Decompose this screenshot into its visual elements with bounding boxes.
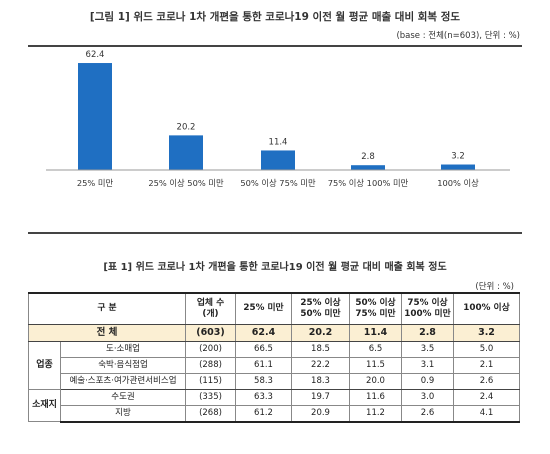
row-value: 2.1	[453, 356, 520, 374]
row-value: 2.6	[401, 404, 454, 423]
row-count: (288)	[185, 356, 236, 374]
row-label: 예술·스포츠·여가관련서비스업	[60, 372, 186, 390]
bar-value-label: 20.2	[177, 122, 196, 132]
bar-value-label: 11.4	[269, 137, 288, 147]
figure-top-rule	[28, 45, 522, 47]
row-value: 4.1	[453, 404, 520, 423]
header-category: 구 분	[28, 292, 186, 325]
header-50to75: 50% 이상 75% 미만	[349, 292, 402, 325]
bar-value-label: 62.4	[86, 50, 105, 60]
x-tick-label: 75% 이상 100% 미만	[328, 178, 409, 188]
table-row: 업종 도·소매업 (200) 66.5 18.5 6.5 3.5 5.0	[28, 340, 520, 390]
row-label: 숙박·음식점업	[60, 356, 186, 374]
row-value: 6.5	[349, 340, 402, 358]
bar-value-label: 2.8	[361, 152, 375, 162]
x-tick-label: 25% 미만	[77, 178, 114, 188]
total-value: 3.2	[453, 323, 520, 342]
table-title: [표 1] 위드 코로나 1차 개편을 통한 코로나19 이전 월 평균 대비 …	[103, 262, 447, 273]
bar-chart: 62.4 25% 미만 20.2 25% 이상 50% 미만 11.4 50% 이상 75…	[46, 50, 510, 188]
table-row: 숙박·음식점업 (288) 61.1 22.2 11.5 3.1 2.1	[29, 356, 520, 374]
header-over100: 100% 이상	[453, 292, 520, 325]
bar	[78, 63, 112, 170]
row-value: 18.3	[291, 372, 350, 390]
row-value: 22.2	[291, 356, 350, 374]
x-tick-label: 100% 이상	[437, 178, 479, 188]
bar-value-label: 3.2	[451, 152, 465, 162]
row-count: (268)	[185, 404, 236, 423]
row-value: 3.1	[401, 356, 454, 374]
row-value: 2.4	[453, 388, 520, 406]
bar	[169, 135, 203, 170]
table-row: 소재지 수도권 (335) 63.3 19.7 11.6 3.0 2.4	[28, 388, 520, 422]
row-value: 18.5	[291, 340, 350, 358]
x-tick-label: 25% 이상 50% 미만	[148, 178, 224, 188]
row-value: 0.9	[401, 372, 454, 390]
header-count: 업체 수 (개)	[185, 292, 236, 325]
x-tick-label: 50% 이상 75% 미만	[240, 178, 316, 188]
bar-group: 62.4 25% 미만 20.2 25% 이상 50% 미만 11.4 50% 이상 75…	[77, 50, 479, 188]
row-count: (335)	[185, 388, 236, 406]
header-under25: 25% 미만	[235, 292, 292, 325]
row-count: (115)	[185, 372, 236, 390]
figure-bottom-rule	[28, 232, 522, 234]
bar	[351, 165, 385, 170]
header-75to100: 75% 이상 100% 미만	[401, 292, 454, 325]
header-25to50: 25% 이상 50% 미만	[291, 292, 350, 325]
row-value: 20.9	[291, 404, 350, 423]
figure-base-note: (base : 전체(n=603), 단위 : %)	[396, 31, 520, 41]
row-value: 20.0	[349, 372, 402, 390]
total-value: 2.8	[401, 323, 454, 342]
row-value: 61.2	[235, 404, 292, 423]
row-value: 3.5	[401, 340, 454, 358]
group-label-industry: 업종	[28, 340, 61, 390]
row-value: 61.1	[235, 356, 292, 374]
row-value: 5.0	[453, 340, 520, 358]
total-value: 11.4	[349, 323, 402, 342]
recovery-table: 구 분 업체 수 (개) 25% 미만 25% 이상 50% 미만 50% 이상 75…	[28, 292, 520, 423]
table-unit-note: (단위 : %)	[475, 282, 514, 292]
group-label-region: 소재지	[28, 388, 61, 422]
figure-title: [그림 1] 위드 코로나 1차 개편을 통한 코로나19 이전 월 평균 매출…	[89, 11, 461, 23]
row-value: 3.0	[401, 388, 454, 406]
row-label: 수도권	[60, 388, 186, 406]
table-header-row: 구 분 업체 수 (개) 25% 미만 25% 이상 50% 미만 50% 이상 75…	[28, 292, 520, 325]
bar	[441, 164, 475, 170]
row-value: 63.3	[235, 388, 292, 406]
total-value: 20.2	[291, 323, 350, 342]
row-value: 58.3	[235, 372, 292, 390]
row-value: 11.6	[349, 388, 402, 406]
bar	[261, 150, 295, 170]
row-value: 11.2	[349, 404, 402, 423]
row-value: 2.6	[453, 372, 520, 390]
total-label: 전 체	[28, 323, 186, 342]
table-row: 예술·스포츠·여가관련서비스업 (115) 58.3 18.3 20.0 0.9…	[29, 372, 520, 390]
row-value: 66.5	[235, 340, 292, 358]
row-value: 19.7	[291, 388, 350, 406]
row-count: (200)	[185, 340, 236, 358]
table-row: 지방 (268) 61.2 20.9 11.2 2.6 4.1	[29, 404, 520, 423]
total-count: (603)	[185, 323, 236, 342]
row-value: 11.5	[349, 356, 402, 374]
row-label: 지방	[60, 404, 186, 423]
row-label: 도·소매업	[60, 340, 186, 358]
total-value: 62.4	[235, 323, 292, 342]
table-total-row: 전 체 (603) 62.4 20.2 11.4 2.8 3.2	[28, 323, 520, 342]
